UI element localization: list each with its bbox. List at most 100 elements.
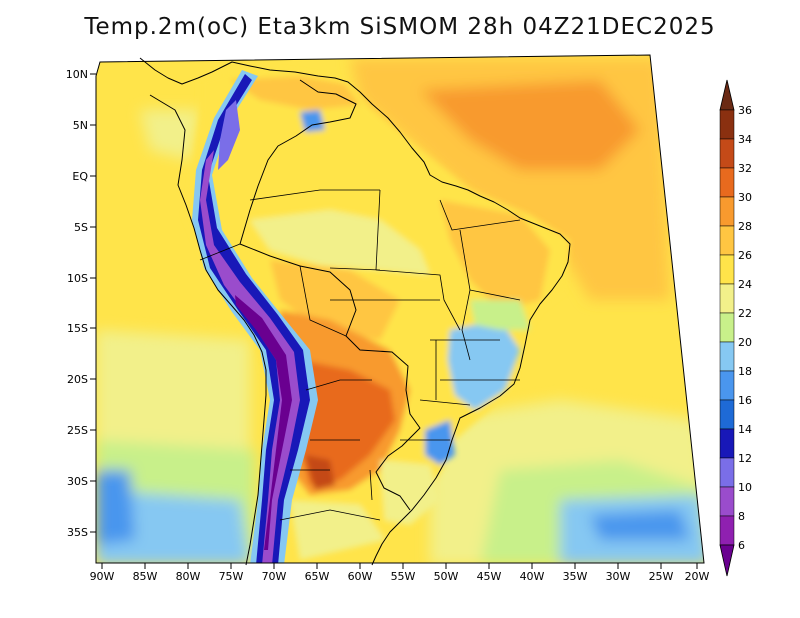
colorbar-segment-16	[719, 370, 735, 401]
southeast-brazil-mild	[470, 300, 530, 330]
colorbar-label: 14	[738, 423, 752, 436]
lon-label: 25W	[649, 570, 674, 583]
lon-label: 30W	[606, 570, 631, 583]
altiplano-coldest	[235, 295, 292, 550]
guiana-highlands-cool	[300, 110, 325, 132]
lon-label: 55W	[391, 570, 416, 583]
state-borders	[199, 189, 521, 441]
colorbar-legend: 36 34 32 30 28 26 24 22 20 18 16 14 12 1…	[719, 79, 752, 577]
colorbar-label: 12	[738, 452, 752, 465]
lon-label: 20W	[685, 570, 710, 583]
chaco-hot-inner	[300, 360, 395, 485]
lat-tick: 10S	[67, 272, 96, 285]
lon-tick: 55W	[391, 563, 416, 583]
lon-tick: 50W	[434, 563, 459, 583]
lon-label: 80W	[176, 570, 201, 583]
lon-tick: 60W	[348, 563, 373, 583]
colorbar-segment-20	[719, 312, 735, 343]
southern-borders	[279, 379, 381, 521]
lat-tick: 15S	[67, 322, 96, 335]
lat-label: EQ	[72, 170, 88, 183]
lat-tick: 10N	[66, 68, 96, 81]
brazil-border	[239, 79, 421, 511]
temperature-field	[96, 55, 704, 563]
colorbar-label: 18	[738, 365, 752, 378]
lon-label: 65W	[305, 570, 330, 583]
colorbar-top-arrow	[719, 79, 735, 111]
colorbar-label: 16	[738, 394, 752, 407]
lon-tick: 65W	[305, 563, 330, 583]
lat-tick: 25S	[67, 424, 96, 437]
lon-tick: 30W	[606, 563, 631, 583]
pacific-equatorial-mild	[140, 110, 200, 160]
lon-tick: 40W	[520, 563, 545, 583]
political-borders	[139, 57, 571, 566]
map-frame	[95, 54, 705, 564]
lon-label: 35W	[563, 570, 588, 583]
lon-label: 60W	[348, 570, 373, 583]
colorbar-segment-34	[719, 109, 735, 140]
southeast-brazil-cool	[448, 320, 520, 410]
pacific-deep	[96, 470, 135, 545]
pacific-blue	[96, 490, 250, 563]
lat-label: 30S	[67, 475, 88, 488]
south-america-coastline	[139, 57, 571, 566]
colorbar-segment-32	[719, 138, 735, 169]
lon-label: 85W	[133, 570, 158, 583]
pacific-coastline	[149, 94, 267, 566]
colorbar-label: 24	[738, 278, 752, 291]
lon-tick: 45W	[477, 563, 502, 583]
lon-tick: 85W	[133, 563, 158, 583]
colorbar-label: 20	[738, 336, 752, 349]
colorbar-label: 32	[738, 162, 752, 175]
colorbar-segment-22	[719, 283, 735, 314]
lon-tick: 80W	[176, 563, 201, 583]
lat-label: 5N	[73, 119, 88, 132]
lon-label: 70W	[262, 570, 287, 583]
colorbar-segment-6	[719, 515, 735, 546]
colorbar-segment-30	[719, 167, 735, 198]
colorbar-segment-14	[719, 399, 735, 430]
lat-label: 15S	[67, 322, 88, 335]
lon-label: 75W	[219, 570, 244, 583]
colorbar-label: 34	[738, 133, 752, 146]
lat-label: 10S	[67, 272, 88, 285]
lat-label: 10N	[66, 68, 88, 81]
lat-tick: EQ	[72, 170, 96, 183]
lon-label: 45W	[477, 570, 502, 583]
colorbar-label: 6	[738, 539, 745, 552]
lat-tick: 5N	[73, 119, 96, 132]
lat-label: 20S	[67, 373, 88, 386]
colorbar-segment-28	[719, 196, 735, 227]
colorbar-label: 36	[738, 104, 752, 117]
lon-tick: 75W	[219, 563, 244, 583]
andes-colombia-cold	[218, 100, 240, 170]
colorbar-label: 28	[738, 220, 752, 233]
lon-label: 50W	[434, 570, 459, 583]
lat-label: 35S	[67, 526, 88, 539]
map-title: Temp.2m(oC) Eta3km SiSMOM 28h 04Z21DEC20…	[84, 14, 716, 40]
lat-tick: 35S	[67, 526, 96, 539]
colorbar-segment-12	[719, 428, 735, 459]
longitude-axis: 90W 85W 80W 75W 70W 65W 60W 55W 50W 45W …	[90, 563, 710, 583]
south-atlantic-deep	[590, 510, 690, 540]
colorbar-label: 8	[738, 510, 745, 523]
colorbar-label: 30	[738, 191, 752, 204]
colorbar-segment-26	[719, 225, 735, 256]
lon-tick: 90W	[90, 563, 115, 583]
colorbar-segment-8	[719, 486, 735, 517]
lat-label: 5S	[74, 221, 88, 234]
colorbar-label: 26	[738, 249, 752, 262]
atlantic-warmer-patch	[420, 80, 640, 170]
lon-tick: 35W	[563, 563, 588, 583]
lon-tick: 20W	[685, 563, 710, 583]
lon-label: 40W	[520, 570, 545, 583]
venezuela-warm	[230, 76, 360, 110]
colorbar-segment-10	[719, 457, 735, 488]
colorbar-bottom-arrow	[719, 544, 735, 577]
lat-label: 25S	[67, 424, 88, 437]
lon-label: 90W	[90, 570, 115, 583]
latitude-axis: 10N 5N EQ 5S 10S 15S 20S 25S 30S 35S	[66, 68, 96, 539]
rio-grande-mild	[380, 460, 440, 525]
